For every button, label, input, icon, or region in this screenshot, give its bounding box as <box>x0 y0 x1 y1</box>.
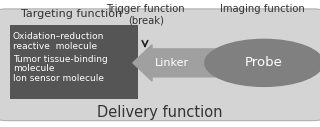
Text: Trigger function
(break): Trigger function (break) <box>106 4 185 25</box>
Text: Imaging function: Imaging function <box>220 4 305 14</box>
FancyBboxPatch shape <box>0 9 320 121</box>
Text: molecule: molecule <box>13 64 54 73</box>
Text: Targeting function: Targeting function <box>21 9 122 19</box>
Text: Probe: Probe <box>245 56 283 69</box>
Bar <box>10 25 138 99</box>
Text: Ion sensor molecule: Ion sensor molecule <box>13 74 104 83</box>
Text: Tumor tissue-binding: Tumor tissue-binding <box>13 55 108 64</box>
FancyArrow shape <box>133 45 219 81</box>
Text: reactive  molecule: reactive molecule <box>13 43 97 51</box>
Text: Linker: Linker <box>155 58 189 68</box>
Circle shape <box>205 39 320 86</box>
Text: Oxidation–reduction: Oxidation–reduction <box>13 32 104 41</box>
Text: Delivery function: Delivery function <box>97 105 223 120</box>
